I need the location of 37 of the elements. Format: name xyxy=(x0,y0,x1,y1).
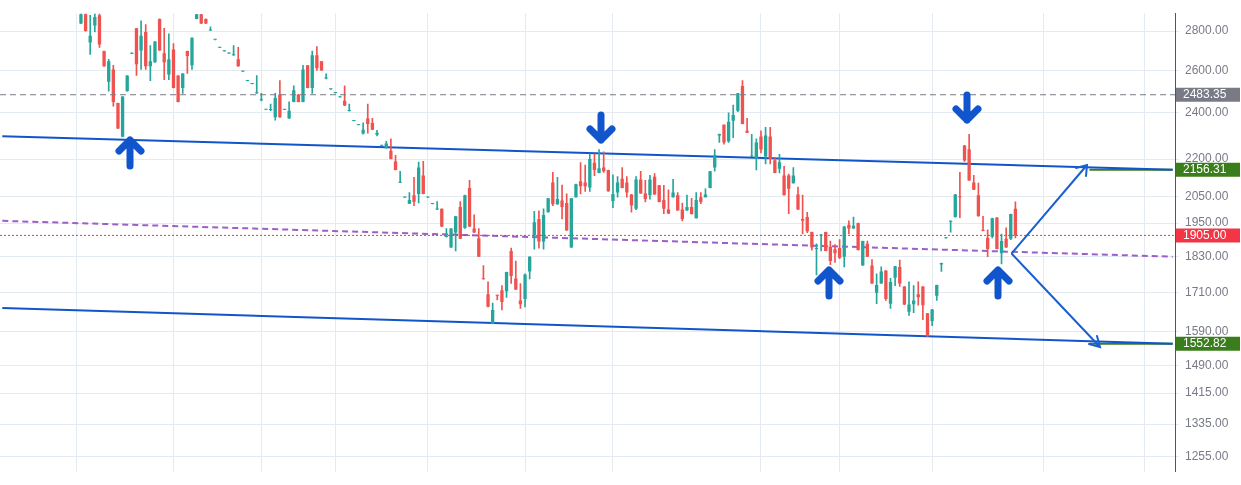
text: 2156.31 xyxy=(1183,161,1227,176)
candlestick xyxy=(347,103,351,112)
y-tick-label: 1490.00 xyxy=(1185,358,1229,373)
y-tick-label: 1590.00 xyxy=(1185,323,1229,338)
candlestick xyxy=(366,103,370,134)
candlestick xyxy=(750,133,754,157)
candlestick xyxy=(412,177,416,206)
candlestick xyxy=(819,234,823,252)
candlestick xyxy=(685,194,689,211)
y-tick-label: 1415.00 xyxy=(1185,385,1229,400)
candlestick xyxy=(597,149,601,174)
candlestick xyxy=(162,27,166,80)
y-tick-label: 2400.00 xyxy=(1185,105,1229,120)
y-tick-label: 2050.00 xyxy=(1185,188,1229,203)
y-tick-label: 1830.00 xyxy=(1185,249,1229,264)
candlestick xyxy=(398,170,402,184)
candlestick xyxy=(833,244,837,263)
candlestick xyxy=(981,215,985,232)
candlestick xyxy=(671,179,675,198)
y-tick-label: 1710.00 xyxy=(1185,285,1229,299)
candlestick xyxy=(745,118,749,134)
text: 1552.82 xyxy=(1183,336,1227,351)
y-tick-label: 2600.00 xyxy=(1185,62,1229,77)
candlestick xyxy=(255,75,259,94)
candlestick xyxy=(435,201,439,210)
y-tick-label: 1255.00 xyxy=(1185,449,1229,464)
y-tick-label: 2800.00 xyxy=(1185,23,1229,38)
candlestick xyxy=(88,14,92,55)
y-tick-label: 1950.00 xyxy=(1185,215,1229,230)
candlestick xyxy=(583,164,587,192)
candlestick xyxy=(958,172,962,218)
ref-line-label: 2483.35 xyxy=(1183,87,1227,102)
candlestick xyxy=(611,174,615,209)
ref-line-label: 1905.00 xyxy=(1183,227,1227,242)
y-tick-label: 1335.00 xyxy=(1185,416,1229,431)
candlestick xyxy=(731,104,735,139)
candlestick xyxy=(907,281,911,316)
